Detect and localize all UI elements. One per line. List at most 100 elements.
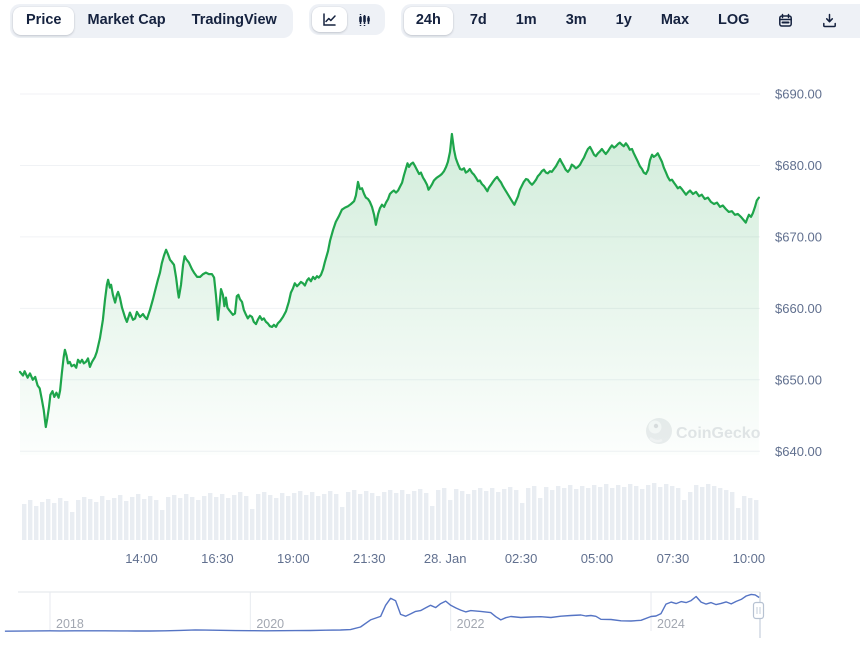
volume-bar	[736, 508, 741, 540]
volume-bar	[250, 509, 255, 540]
volume-bar	[442, 488, 447, 540]
volume-bar	[550, 490, 555, 540]
volume-bar	[670, 486, 675, 540]
volume-bar	[580, 486, 585, 540]
volume-bar	[640, 489, 645, 540]
y-axis-label: $680.00	[775, 158, 822, 173]
volume-bar	[130, 497, 135, 540]
volume-bar	[502, 489, 507, 540]
volume-bar	[124, 501, 129, 540]
volume-bar	[58, 498, 63, 540]
volume-bar	[568, 485, 573, 540]
volume-bar	[292, 493, 297, 540]
volume-bar	[706, 484, 711, 540]
volume-bar	[328, 491, 333, 540]
volume-bar	[274, 498, 279, 540]
volume-bar	[718, 488, 723, 540]
view-tab-price[interactable]: Price	[13, 7, 75, 35]
volume-bar	[268, 495, 273, 540]
price-area-fill	[20, 134, 759, 455]
y-axis-label: $660.00	[775, 301, 822, 316]
volume-bar	[88, 499, 93, 540]
candlestick-chart-icon	[359, 14, 370, 26]
volume-bar	[700, 487, 705, 540]
volume-bar	[430, 506, 435, 540]
navigator-year-label: 2024	[657, 617, 685, 631]
volume-bar	[676, 488, 681, 540]
volume-bar	[118, 495, 123, 540]
volume-bar	[574, 489, 579, 540]
volume-bar	[538, 498, 543, 540]
volume-bar	[454, 489, 459, 540]
volume-bar	[388, 490, 393, 540]
line-chart-button[interactable]	[311, 7, 347, 32]
range-1m-button[interactable]: 1m	[504, 7, 549, 35]
volume-bar	[664, 484, 669, 540]
range-1y-button[interactable]: 1y	[604, 7, 644, 35]
volume-bar	[508, 487, 513, 540]
volume-bar	[616, 485, 621, 540]
view-tab-market-cap[interactable]: Market Cap	[74, 7, 178, 35]
navigator-year-label: 2022	[457, 617, 485, 631]
x-axis-label: 16:30	[201, 551, 234, 566]
volume-bar	[724, 490, 729, 540]
volume-bar	[232, 495, 237, 540]
volume-bar	[688, 492, 693, 540]
volume-bar	[76, 500, 81, 540]
volume-bar	[82, 497, 87, 540]
range-navigator[interactable]: 2018 2020 2022 2024	[4, 591, 765, 638]
calendar-icon	[779, 14, 793, 28]
range-3m-button[interactable]: 3m	[554, 7, 599, 35]
volume-bar	[694, 485, 699, 540]
volume-bar	[346, 492, 351, 540]
y-axis-label: $670.00	[775, 229, 822, 244]
volume-bar	[64, 501, 69, 540]
x-axis-label: 05:00	[581, 551, 614, 566]
x-axis-label: 10:00	[733, 551, 766, 566]
volume-bar	[652, 483, 657, 540]
volume-bar	[556, 486, 561, 540]
volume-bar	[256, 494, 261, 540]
volume-bar	[196, 500, 201, 540]
volume-bar	[532, 486, 537, 540]
navigator-year-label: 2020	[256, 617, 284, 631]
volume-bar	[46, 499, 51, 540]
volume-bar	[358, 494, 363, 540]
fullscreen-button[interactable]	[854, 7, 860, 34]
volume-bar	[472, 490, 477, 540]
volume-bar	[370, 493, 375, 540]
price-line-series[interactable]	[18, 132, 760, 429]
volume-bar	[424, 493, 429, 540]
range-7d-button[interactable]: 7d	[458, 7, 499, 35]
volume-bar	[604, 484, 609, 540]
calendar-button[interactable]	[766, 7, 805, 34]
volume-bar	[658, 487, 663, 540]
volume-bar	[172, 495, 177, 540]
volume-bar	[478, 488, 483, 540]
range-max-button[interactable]: Max	[649, 7, 701, 35]
volume-bar	[742, 496, 747, 540]
range-log-button[interactable]: LOG	[706, 7, 761, 35]
candlestick-chart-button[interactable]	[347, 7, 382, 32]
volume-bar	[100, 496, 105, 540]
line-chart-icon	[323, 13, 336, 26]
volume-bar	[436, 490, 441, 540]
download-button[interactable]	[810, 7, 849, 34]
navigator-line-series	[4, 593, 760, 632]
volume-bar	[376, 496, 381, 540]
view-tab-tradingview[interactable]: TradingView	[179, 7, 290, 35]
volume-bar	[310, 492, 315, 540]
volume-bar	[730, 492, 735, 540]
navigator-drag-handle[interactable]	[752, 601, 765, 620]
volume-bar	[322, 494, 327, 540]
volume-bar	[184, 494, 189, 540]
volume-bar	[220, 494, 225, 540]
volume-bar	[202, 496, 207, 540]
volume-bar	[52, 503, 57, 540]
volume-bar	[340, 507, 345, 540]
chart-type-toggle	[308, 4, 385, 35]
volume-bar	[460, 491, 465, 540]
range-24h-button[interactable]: 24h	[403, 7, 453, 35]
